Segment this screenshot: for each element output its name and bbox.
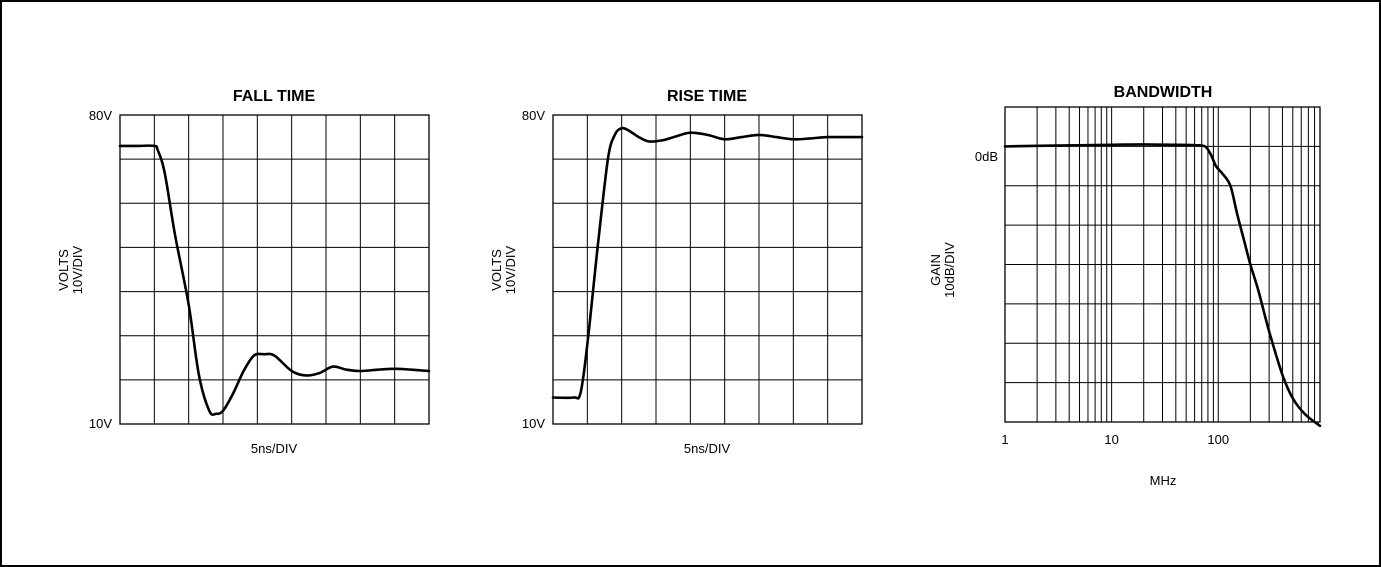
grid xyxy=(553,115,862,424)
x-tick-labels: 1 10 100 xyxy=(1001,432,1229,447)
fall-time-curve xyxy=(118,144,431,416)
x-tick-label: 1 xyxy=(1001,432,1008,447)
y-tick-bottom-label: 10V xyxy=(522,416,545,431)
grid xyxy=(1005,107,1320,422)
x-tick-label: 10 xyxy=(1104,432,1118,447)
chart-title: BANDWIDTH xyxy=(1114,84,1213,101)
y-axis-label-line2: 10dB/DIV xyxy=(942,242,957,298)
bandwidth-curve xyxy=(1003,143,1322,428)
y-tick-top-label: 80V xyxy=(522,108,545,123)
y-axis-label-line1: VOLTS xyxy=(489,249,504,291)
y-tick-top-label: 80V xyxy=(89,108,112,123)
x-axis-label: 5ns/DIV xyxy=(684,441,731,456)
y-axis-label-line2: 10V/DIV xyxy=(70,245,85,294)
rise-time-curve xyxy=(551,126,864,400)
y-axis-label-line1: GAIN xyxy=(928,254,943,286)
plot-area-border xyxy=(119,114,430,425)
y-axis-label-line1: VOLTS xyxy=(56,249,71,291)
x-axis-label: MHz xyxy=(1150,473,1177,488)
y-tick-bottom-label: 10V xyxy=(89,416,112,431)
plot-area-border xyxy=(552,114,863,425)
x-axis-label: 5ns/DIV xyxy=(251,441,298,456)
chart-title: FALL TIME xyxy=(233,88,316,105)
chart-bandwidth: BANDWIDTH 0dB MHz GAIN 10dB/DIV 1 10 100 xyxy=(928,84,1322,488)
plot-area-border xyxy=(1004,106,1321,423)
x-tick-label: 100 xyxy=(1207,432,1229,447)
chart-fall-time: FALL TIME 80V 10V 5ns/DIV VOLTS 10V/DIV xyxy=(56,88,431,456)
y-ref-label: 0dB xyxy=(975,149,998,164)
chart-rise-time: RISE TIME 80V 10V 5ns/DIV VOLTS 10V/DIV xyxy=(489,88,864,456)
chart-title: RISE TIME xyxy=(667,88,747,105)
y-axis-label-line2: 10V/DIV xyxy=(503,245,518,294)
grid xyxy=(120,115,429,424)
